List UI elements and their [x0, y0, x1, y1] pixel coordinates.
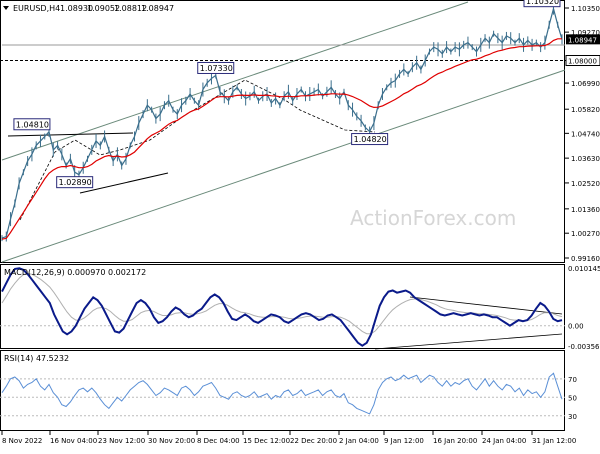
price-label-box: [56, 176, 94, 189]
macd-trendline-upper: [409, 296, 563, 315]
chart-title-symbol: EURUSD,H4: [13, 4, 60, 13]
level-price-box: [565, 55, 600, 67]
rsi-y-tick-label: 30: [568, 413, 577, 421]
watermark-text: ActionForex.com: [350, 206, 516, 230]
x-tick-label: 16 Nov 04:00: [50, 437, 97, 445]
price-line: [1, 6, 563, 239]
price-y-tick-label: 1.02520: [571, 180, 600, 188]
macd-y-tick-label: -0.003563: [568, 343, 600, 351]
x-tick-label: 31 Jan 12:00: [532, 437, 576, 445]
dashed-trendline: [19, 79, 376, 221]
price-label-text: 1.02890: [59, 178, 92, 187]
x-tick-label: 16 Jan 20:00: [433, 437, 477, 445]
level-price-label: 1.08000: [568, 58, 597, 66]
channel-lower-line: [1, 69, 566, 263]
macd-y-tick-label: 0.00: [568, 323, 584, 331]
price-label-box: [351, 133, 389, 146]
x-tick-label: 24 Jan 04:00: [482, 437, 526, 445]
ohlc-low: 1.08812: [114, 4, 147, 13]
x-tick-label: 8 Dec 04:00: [197, 437, 240, 445]
price-y-tick-label: 1.03630: [571, 155, 600, 163]
x-tick-label: 30 Nov 20:00: [148, 437, 195, 445]
price-label-text: 1.04810: [16, 120, 49, 129]
rsi-line: [1, 372, 563, 415]
x-tick-label: 22 Dec 20:00: [290, 437, 337, 445]
rsi-y-tick-label: 50: [568, 394, 577, 402]
x-tick-label: 9 Jan 12:00: [384, 437, 424, 445]
macd-title: MACD(12,26,9) 0.000970 0.002172: [4, 268, 146, 277]
current-price-box: [566, 34, 600, 45]
rsi-panel-frame: [0, 350, 565, 431]
price-y-tick-label: 1.10350: [571, 5, 600, 13]
macd-line: [1, 267, 563, 347]
price-label-text: 1.04820: [354, 135, 387, 144]
price-panel-frame: [0, 0, 565, 263]
x-tick-label: 8 Nov 2022: [2, 437, 42, 445]
price-y-tick-label: 1.00270: [571, 230, 600, 238]
price-y-tick-label: 0.99160: [571, 255, 600, 263]
x-tick-label: 2 Jan 04:00: [339, 437, 379, 445]
price-y-tick-label: 1.09270: [571, 29, 600, 37]
ohlc-open: 1.08930: [60, 4, 93, 13]
price-label-box: [13, 118, 51, 131]
macd-signal-line: [1, 272, 563, 335]
price-y-tick-label: 1.06990: [571, 80, 600, 88]
x-tick-label: 15 Dec 12:00: [243, 437, 290, 445]
dropdown-triangle-icon[interactable]: [3, 6, 9, 10]
price-label-text: 1.10320: [526, 0, 559, 6]
current-price-label: 1.08947: [568, 36, 597, 44]
ohlc-close: 1.08947: [141, 4, 174, 13]
trendline-top: [7, 132, 134, 137]
ohlc-high: 1.09052: [87, 4, 120, 13]
channel-upper-line: [1, 1, 469, 161]
rsi-title: RSI(14) 47.5232: [4, 354, 69, 363]
rsi-y-tick-label: 70: [568, 376, 577, 384]
trendline-bottom: [79, 172, 169, 194]
price-label-box: [523, 0, 561, 8]
macd-y-tick-label: 0.010145: [568, 265, 600, 273]
price-label-box: [197, 61, 235, 74]
ema-line: [1, 38, 562, 240]
price-y-tick-label: 1.01360: [571, 206, 600, 214]
price-y-tick-label: 1.05820: [571, 106, 600, 114]
price-label-text: 1.07330: [200, 64, 233, 73]
price-y-tick-label: 1.04740: [571, 130, 600, 138]
macd-trendline-lower: [374, 333, 563, 350]
x-tick-label: 23 Nov 12:00: [98, 437, 145, 445]
macd-panel-frame: [0, 264, 565, 349]
